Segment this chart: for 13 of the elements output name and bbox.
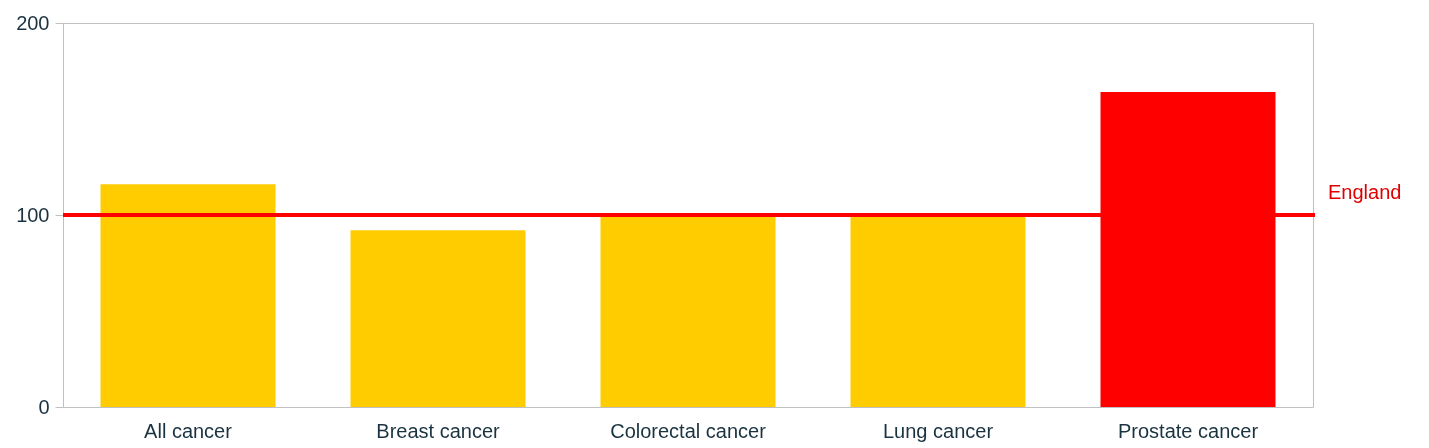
ref-line-label: England: [1328, 181, 1402, 203]
x-tick-label: All cancer: [144, 419, 233, 442]
y-tick-label: 100: [16, 203, 50, 226]
bar: [850, 216, 1026, 407]
y-tick-label: 200: [16, 11, 50, 34]
y-tick-label: 0: [38, 395, 50, 418]
x-tick-label: Prostate cancer: [1117, 419, 1259, 442]
bar: [600, 216, 776, 407]
x-tick-label: Lung cancer: [882, 419, 994, 442]
x-tick-label: Colorectal cancer: [610, 419, 767, 442]
bar: [100, 184, 276, 407]
bar: [350, 230, 526, 407]
x-tick-label: Breast cancer: [376, 419, 501, 442]
